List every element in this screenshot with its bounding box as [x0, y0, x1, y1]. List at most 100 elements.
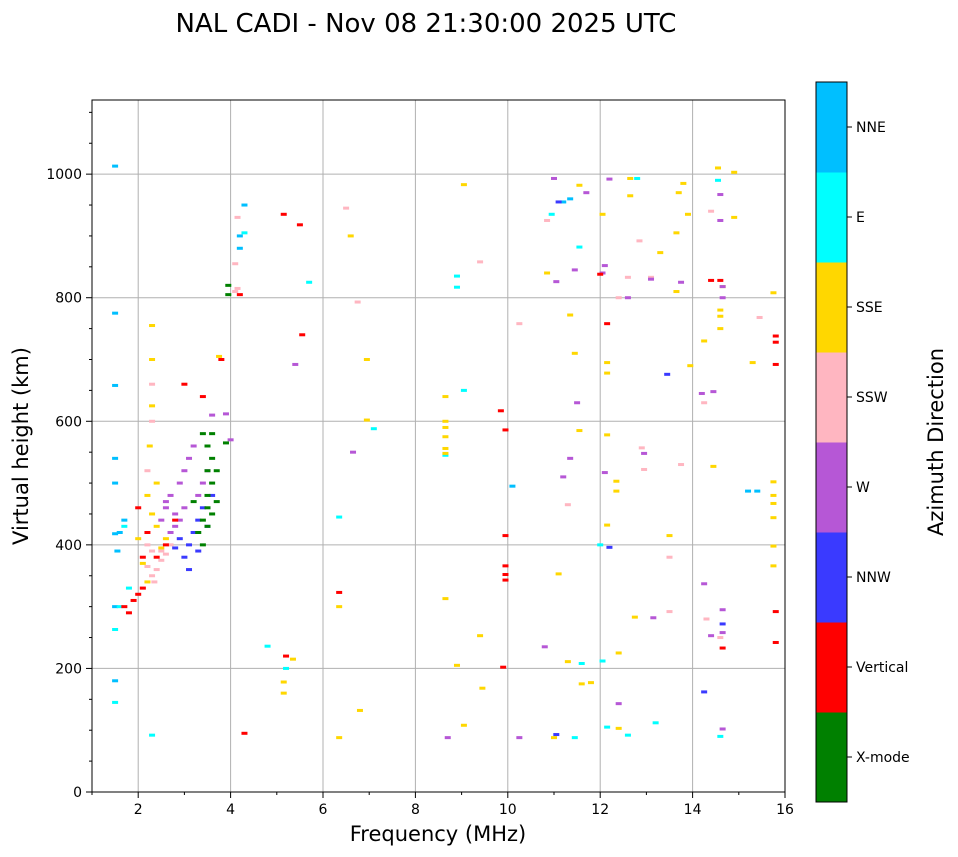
data-point-ssw [149, 574, 156, 578]
data-point-vertical [604, 322, 611, 326]
data-point-w [710, 390, 717, 394]
data-point-sse [687, 364, 694, 368]
y-tick-label: 600 [55, 414, 82, 430]
data-point-vertical [139, 555, 146, 559]
data-point-e [453, 274, 460, 278]
data-point-nnw [719, 622, 726, 626]
data-point-vertical [497, 409, 504, 413]
data-point-w [650, 616, 657, 620]
data-point-sse [587, 681, 594, 685]
data-point-w [606, 177, 613, 181]
data-point-w [624, 296, 631, 300]
data-point-vertical [502, 428, 509, 432]
data-point-w [574, 401, 581, 405]
data-point-sse [477, 634, 484, 638]
data-point-sse [158, 546, 165, 550]
data-point-vertical [717, 278, 724, 282]
data-point-x-mode [195, 531, 202, 534]
data-point-sse [615, 651, 622, 655]
data-point-e [634, 176, 641, 180]
data-point-sse [717, 327, 724, 331]
colorbar-category-label: SSW [856, 390, 888, 406]
data-point-ssw [144, 469, 151, 473]
data-point-w [601, 471, 608, 475]
data-point-w [553, 280, 560, 284]
data-point-ssw [162, 552, 169, 556]
x-tick-label: 12 [591, 802, 609, 818]
data-point-sse [564, 660, 571, 664]
data-point-ssw [151, 580, 158, 584]
data-point-nne [121, 518, 128, 522]
x-tick-label: 10 [499, 802, 517, 818]
data-point-ssw [641, 467, 648, 471]
axis-ticks: 2 4 6 8 10 12 14 16 0 200 400 600 800 1000 [46, 111, 794, 818]
data-point-e [576, 245, 583, 249]
data-point-w [158, 518, 165, 522]
data-point-x-mode [204, 493, 211, 497]
data-point-w [444, 736, 451, 740]
colorbar-category-label: SSE [856, 300, 883, 316]
data-point-x-mode [199, 543, 206, 547]
data-point-x-mode [209, 512, 216, 516]
data-point-x-mode [199, 518, 206, 522]
data-point-sse [336, 605, 343, 609]
data-point-w [195, 493, 202, 497]
data-point-ssw [153, 568, 160, 572]
x-tick-label: 14 [684, 802, 702, 818]
data-point-nnw [181, 555, 188, 559]
data-point-sse [135, 537, 142, 541]
data-point-w [516, 736, 523, 740]
data-point-w [162, 500, 169, 504]
data-point-nne [116, 531, 123, 534]
plot-frame [91, 99, 786, 793]
data-point-vertical [280, 212, 287, 216]
data-point-sse [442, 446, 449, 450]
data-point-vertical [502, 573, 509, 577]
data-point-ssw [158, 549, 165, 553]
data-point-vertical [121, 605, 128, 609]
data-point-vertical [125, 611, 132, 615]
data-point-ssw [477, 260, 484, 264]
data-point-e [453, 285, 460, 289]
data-point-x-mode [209, 481, 216, 485]
data-point-w [162, 506, 169, 510]
data-point-vertical [502, 578, 509, 582]
data-point-sse [149, 358, 156, 361]
data-point-vertical [172, 518, 179, 522]
data-point-e [597, 543, 604, 547]
data-point-ssw [354, 300, 361, 304]
x-tick-label: 4 [226, 802, 235, 818]
data-point-nne [112, 311, 119, 315]
data-point-x-mode [213, 500, 220, 504]
data-point-sse [715, 166, 722, 170]
data-point-vertical [336, 590, 343, 594]
data-point-nnw [186, 543, 193, 547]
data-point-sse [149, 404, 156, 408]
colorbar-category-label: NNE [856, 120, 886, 136]
data-point-vertical [296, 223, 303, 227]
data-point-sse [567, 313, 574, 317]
data-point-vertical [241, 731, 248, 735]
data-point-vertical [199, 395, 206, 399]
data-point-nne [112, 481, 119, 485]
data-point-nne [114, 549, 121, 553]
data-point-sse [453, 663, 460, 667]
data-point-x-mode [225, 293, 232, 297]
chart-title: NAL CADI - Nov 08 21:30:00 2025 UTC [176, 9, 677, 39]
data-point-e [578, 661, 585, 665]
data-points [112, 164, 779, 740]
data-point-nnw [553, 733, 560, 737]
data-point-vertical [597, 272, 604, 276]
data-point-ssw [717, 636, 724, 640]
data-point-w [560, 475, 567, 479]
data-point-w [717, 218, 724, 222]
data-point-ssw [701, 401, 708, 405]
data-point-vertical [708, 278, 715, 282]
data-point-x-mode [204, 444, 211, 448]
data-point-sse [710, 464, 717, 468]
data-point-x-mode [199, 432, 206, 436]
data-point-w [222, 412, 229, 416]
data-point-e [116, 605, 123, 609]
colorbar-swatch [816, 712, 847, 803]
